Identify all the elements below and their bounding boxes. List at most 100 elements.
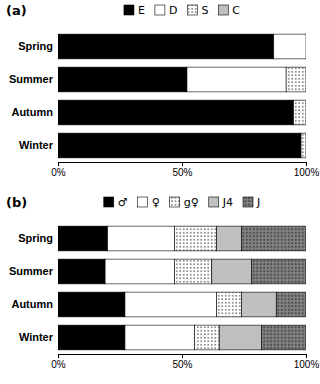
legend-swatch xyxy=(124,5,134,15)
legend-label: ♀ xyxy=(152,196,160,209)
tick: 0% xyxy=(51,162,66,178)
tick: Spring xyxy=(18,40,53,52)
legend-label: D xyxy=(169,4,177,17)
legend-item: ♀ xyxy=(138,196,160,209)
x-axis: 0% 50% 100% xyxy=(51,162,319,178)
legend-label: C xyxy=(232,4,240,17)
bar-segment xyxy=(294,100,306,125)
bar-segment xyxy=(105,259,174,284)
legend-item: C xyxy=(218,4,240,17)
tick-label: Autumn xyxy=(11,106,53,118)
legend-item: S xyxy=(187,4,208,17)
panel: 0% 50% 100% Spring Summer Autumn Winter E D S C (a) xyxy=(6,3,319,178)
bar-segment xyxy=(274,34,306,59)
panel: 0%50%100%SpringSummerAutumnWinter♂♀g♀J4J… xyxy=(6,195,319,370)
bar-segment xyxy=(58,325,125,350)
tick-mark xyxy=(58,354,59,358)
tick-mark xyxy=(306,354,307,358)
panel-label: (b) xyxy=(6,195,27,210)
legend-swatch xyxy=(138,197,148,207)
legend-swatch xyxy=(209,197,219,207)
bar-segment xyxy=(187,67,286,92)
tick: Winter xyxy=(19,331,54,343)
bar-segment xyxy=(217,226,242,251)
tick-label: 100% xyxy=(294,359,320,370)
legend-swatch xyxy=(170,197,180,207)
tick-label: Autumn xyxy=(11,298,53,310)
tick-label: 50% xyxy=(172,359,192,370)
bar-segment xyxy=(194,325,219,350)
tick: Summer xyxy=(9,73,54,85)
bars xyxy=(58,226,306,350)
legend-item: D xyxy=(155,4,177,17)
bar-segment xyxy=(251,259,306,284)
legend-label: E xyxy=(138,4,145,17)
y-axis: Spring Summer Autumn Winter xyxy=(9,40,54,151)
tick-mark xyxy=(306,162,307,166)
bar-segment xyxy=(58,133,301,158)
bar-segment xyxy=(306,133,307,158)
tick-label: 100% xyxy=(294,167,320,178)
series xyxy=(187,34,306,92)
tick: Autumn xyxy=(11,106,53,118)
tick: 0% xyxy=(51,354,66,370)
bar-segment xyxy=(217,292,242,317)
legend-swatch xyxy=(243,197,253,207)
bar-segment xyxy=(301,133,306,158)
bar-segment xyxy=(306,34,307,59)
bar-segment xyxy=(306,100,307,125)
legend-label: J xyxy=(256,196,260,209)
legend-item: J4 xyxy=(209,196,233,209)
tick: 50% xyxy=(172,162,192,178)
axis-line xyxy=(59,163,307,167)
tick-mark xyxy=(182,354,183,358)
legend-label: ♂ xyxy=(118,196,128,209)
bar-segment xyxy=(261,325,306,350)
series xyxy=(242,226,306,350)
bar-segment xyxy=(175,226,217,251)
legend-swatch xyxy=(155,5,165,15)
tick: 100% xyxy=(294,354,320,370)
legend: EDSC xyxy=(124,4,240,17)
bar-segment xyxy=(108,226,175,251)
bar-segment xyxy=(58,100,294,125)
tick: Autumn xyxy=(11,298,53,310)
bar-segment xyxy=(242,292,277,317)
legend-swatch xyxy=(218,5,228,15)
tick: Winter xyxy=(19,139,54,151)
bar-segment xyxy=(175,259,212,284)
y-axis: SpringSummerAutumnWinter xyxy=(9,232,54,343)
bar-segment xyxy=(242,226,306,251)
legend-label: J4 xyxy=(222,196,233,209)
tick-label: Spring xyxy=(18,40,53,52)
tick-label: 50% xyxy=(172,167,192,178)
tick: Summer xyxy=(9,265,54,277)
legend-item: g♀ xyxy=(170,196,199,209)
bar-segment xyxy=(58,226,108,251)
panel-label: (a) xyxy=(6,3,27,18)
bar-segment xyxy=(58,34,274,59)
bar-segment xyxy=(306,67,307,92)
legend-swatch xyxy=(187,5,197,15)
legend-label: g♀ xyxy=(184,196,199,209)
bars xyxy=(58,34,306,158)
tick: 50% xyxy=(172,354,192,370)
bar-segment xyxy=(276,292,306,317)
bar-segment xyxy=(58,292,125,317)
legend: ♂ ♀ g♀ J4 J xyxy=(104,196,260,209)
tick-label: Winter xyxy=(19,139,54,151)
tick-label: Summer xyxy=(9,73,54,85)
bar-segment xyxy=(125,292,217,317)
legend-label: S xyxy=(201,4,208,17)
tick-label: 0% xyxy=(51,359,66,370)
tick-label: Summer xyxy=(9,265,54,277)
bar-segment xyxy=(125,325,194,350)
tick-mark xyxy=(182,162,183,166)
legend-item: J xyxy=(243,196,260,209)
axis-line xyxy=(59,355,307,359)
bar-segment xyxy=(219,325,261,350)
series xyxy=(58,34,301,158)
bar-segment xyxy=(58,259,105,284)
tick-label: 0% xyxy=(51,167,66,178)
legend-item: E xyxy=(124,4,145,17)
